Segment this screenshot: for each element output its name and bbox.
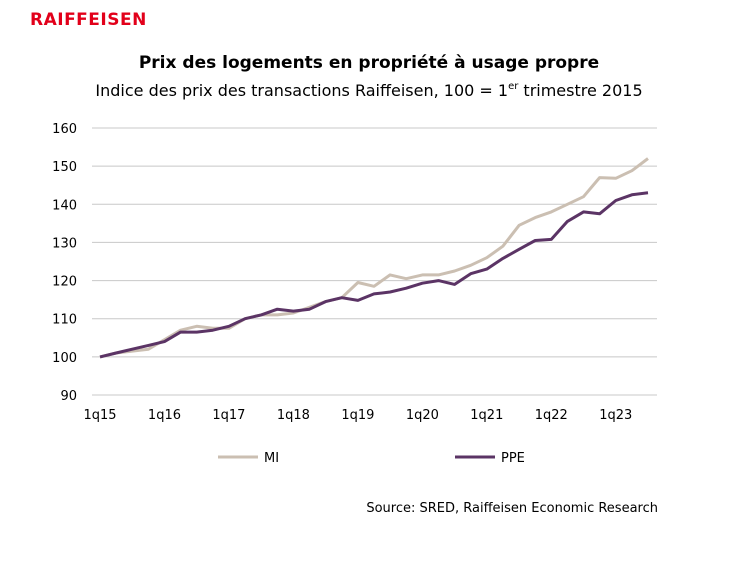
line-series — [99, 191, 649, 359]
x-tick-label: 1q17 — [212, 408, 245, 423]
source: Source: SRED, Raiffeisen Economic Resear… — [366, 501, 658, 516]
y-tick-label: 90 — [60, 389, 77, 404]
brand-logo: RAIFFEISEN — [30, 10, 147, 30]
legend-label: MI — [264, 451, 279, 466]
chart-subtitle: Indice des prix des transactions Raiffei… — [95, 81, 642, 100]
legend-label: PPE — [501, 451, 525, 466]
x-tick-label: 1q20 — [406, 408, 439, 423]
x-tick-label: 1q19 — [341, 408, 374, 423]
x-tick-label: 1q22 — [535, 408, 568, 423]
x-tick-label: 1q15 — [83, 408, 116, 423]
y-tick-label: 140 — [52, 198, 77, 213]
y-tick-label: 150 — [52, 160, 77, 175]
subtitle-sup: er — [508, 81, 519, 92]
chart-title: Prix des logements en propriété à usage … — [139, 53, 599, 73]
y-tick-label: 160 — [52, 122, 77, 137]
line-series — [99, 157, 649, 359]
y-tick-label: 110 — [52, 313, 77, 328]
x-tick-label: 1q23 — [599, 408, 632, 423]
y-tick-label: 100 — [52, 351, 77, 366]
x-tick-label: 1q21 — [470, 408, 503, 423]
y-tick-label: 120 — [52, 275, 77, 290]
subtitle-part: Indice des prix des transactions Raiffei… — [95, 81, 508, 100]
x-tick-label: 1q16 — [148, 408, 181, 423]
subtitle-part: trimestre 2015 — [518, 81, 642, 100]
x-tick-label: 1q18 — [277, 408, 310, 423]
y-tick-label: 130 — [52, 236, 77, 251]
